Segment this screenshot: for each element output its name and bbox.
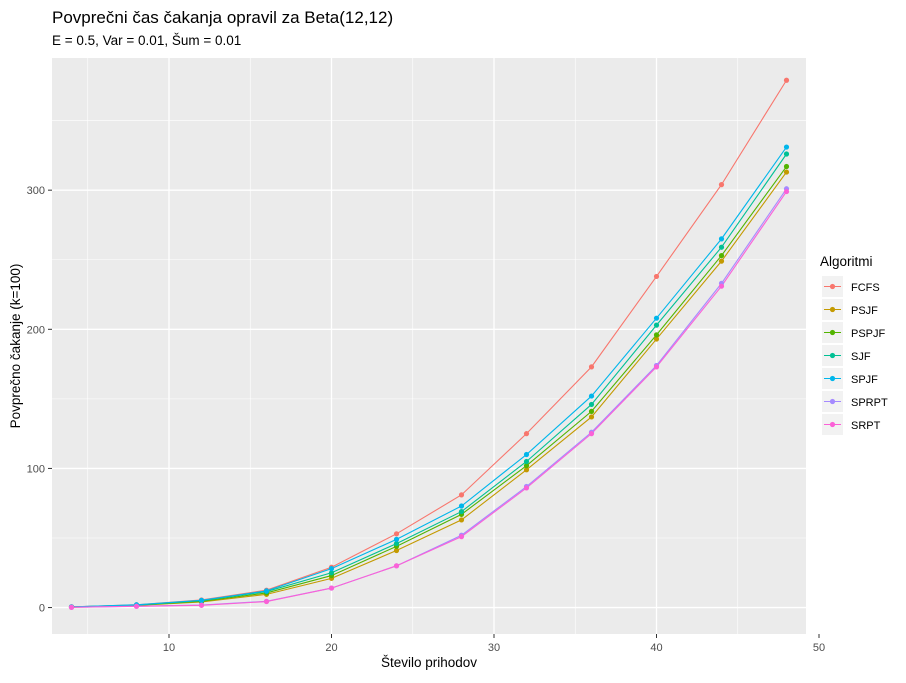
legend-point-srpt [829, 421, 836, 428]
x-tick-label: 10 [163, 642, 175, 654]
data-point-spjf [783, 144, 790, 150]
data-point-sjf [458, 508, 465, 515]
series-line-spjf [71, 146, 787, 608]
x-axis-label: Število prihodov [381, 655, 477, 670]
data-point-srpt [393, 563, 400, 569]
data-point-sjf [718, 244, 725, 250]
legend-point-pspjf [829, 329, 836, 336]
data-point-psjf [588, 414, 595, 420]
legend-label-sprpt: SPRPT [851, 397, 888, 409]
data-point-srpt [68, 604, 75, 610]
legend-label-spjf: SPJF [851, 374, 878, 386]
data-point-fcfs [523, 431, 530, 437]
plot-panel [52, 58, 806, 634]
legend-point-sprpt [829, 398, 836, 405]
data-point-srpt [263, 598, 270, 605]
x-tick-label: 40 [650, 642, 662, 654]
data-point-psjf [523, 467, 530, 473]
data-point-psjf [393, 547, 400, 554]
data-point-sjf [783, 151, 790, 157]
legend-point-fcfs [829, 283, 836, 290]
series-line-psjf [71, 171, 787, 608]
data-point-pspjf [523, 463, 530, 469]
grid-major [52, 58, 820, 634]
y-axis-label: Povprečno čakanje (k=100) [8, 264, 23, 429]
data-point-pspjf [653, 332, 660, 338]
chart-title: Povprečni čas čakanja opravil za Beta(12… [52, 8, 393, 27]
x-tick-label: 20 [325, 642, 337, 654]
data-point-spjf [328, 566, 335, 572]
legend-label-pspjf: PSPJF [851, 328, 886, 340]
data-point-spjf [458, 503, 465, 509]
data-point-pspjf [588, 408, 595, 414]
y-tick-label: 300 [27, 185, 45, 197]
data-point-srpt [458, 534, 465, 540]
data-point-srpt [718, 283, 725, 289]
legend-point-spjf [829, 375, 836, 382]
data-point-psjf [718, 258, 725, 264]
data-point-psjf [458, 517, 465, 523]
axes-layer: 10 20 30 40 50 0 100 200 300 [27, 185, 825, 654]
legend-label-srpt: SRPT [851, 420, 881, 432]
data-point-spjf [653, 315, 660, 321]
data-point-spjf [588, 393, 595, 399]
data-point-sjf [653, 322, 660, 328]
data-point-fcfs [458, 492, 465, 498]
data-point-sjf [393, 540, 400, 547]
legend: Algoritmi FCFS PSJF PSPJF SJF SPJF SPRPT SRPT [820, 254, 888, 435]
data-point-pspjf [718, 252, 725, 259]
data-point-srpt [653, 364, 660, 370]
data-point-srpt [523, 485, 530, 491]
data-point-srpt [783, 188, 790, 195]
data-point-psjf [783, 169, 790, 175]
data-point-srpt [133, 603, 140, 609]
legend-label-psjf: PSJF [851, 305, 878, 317]
data-point-srpt [198, 602, 205, 608]
data-point-spjf [393, 536, 400, 542]
data-point-fcfs [783, 77, 790, 83]
legend-title: Algoritmi [820, 254, 873, 269]
data-point-fcfs [718, 182, 725, 188]
y-tick-label: 100 [27, 463, 45, 475]
data-point-spjf [263, 588, 270, 594]
legend-items: FCFS PSJF PSPJF SJF SPJF SPRPT SRPT [822, 276, 888, 435]
data-point-spjf [523, 451, 530, 458]
x-tick-label: 30 [488, 642, 500, 654]
chart-subtitle: E = 0.5, Var = 0.01, Šum = 0.01 [52, 33, 241, 48]
data-point-spjf [718, 236, 725, 242]
legend-point-sjf [829, 352, 836, 359]
series-line-srpt [71, 191, 787, 608]
series-line-pspjf [71, 166, 787, 608]
y-tick-label: 200 [27, 324, 45, 336]
legend-point-psjf [829, 306, 836, 313]
grid-minor [52, 58, 806, 634]
data-point-fcfs [588, 364, 595, 370]
data-point-psjf [653, 336, 660, 342]
y-tick-label: 0 [39, 603, 45, 615]
data-point-fcfs [393, 531, 400, 537]
legend-label-fcfs: FCFS [851, 282, 880, 294]
series-layer [68, 77, 790, 610]
data-point-srpt [328, 585, 335, 591]
data-point-sjf [328, 570, 335, 576]
data-point-spjf [198, 597, 205, 603]
legend-label-sjf: SJF [851, 351, 871, 363]
data-point-sjf [523, 458, 530, 465]
data-point-fcfs [653, 273, 660, 280]
x-tick-label: 50 [813, 642, 825, 654]
data-point-srpt [588, 431, 595, 437]
data-point-sjf [588, 401, 595, 408]
data-point-pspjf [783, 163, 790, 170]
